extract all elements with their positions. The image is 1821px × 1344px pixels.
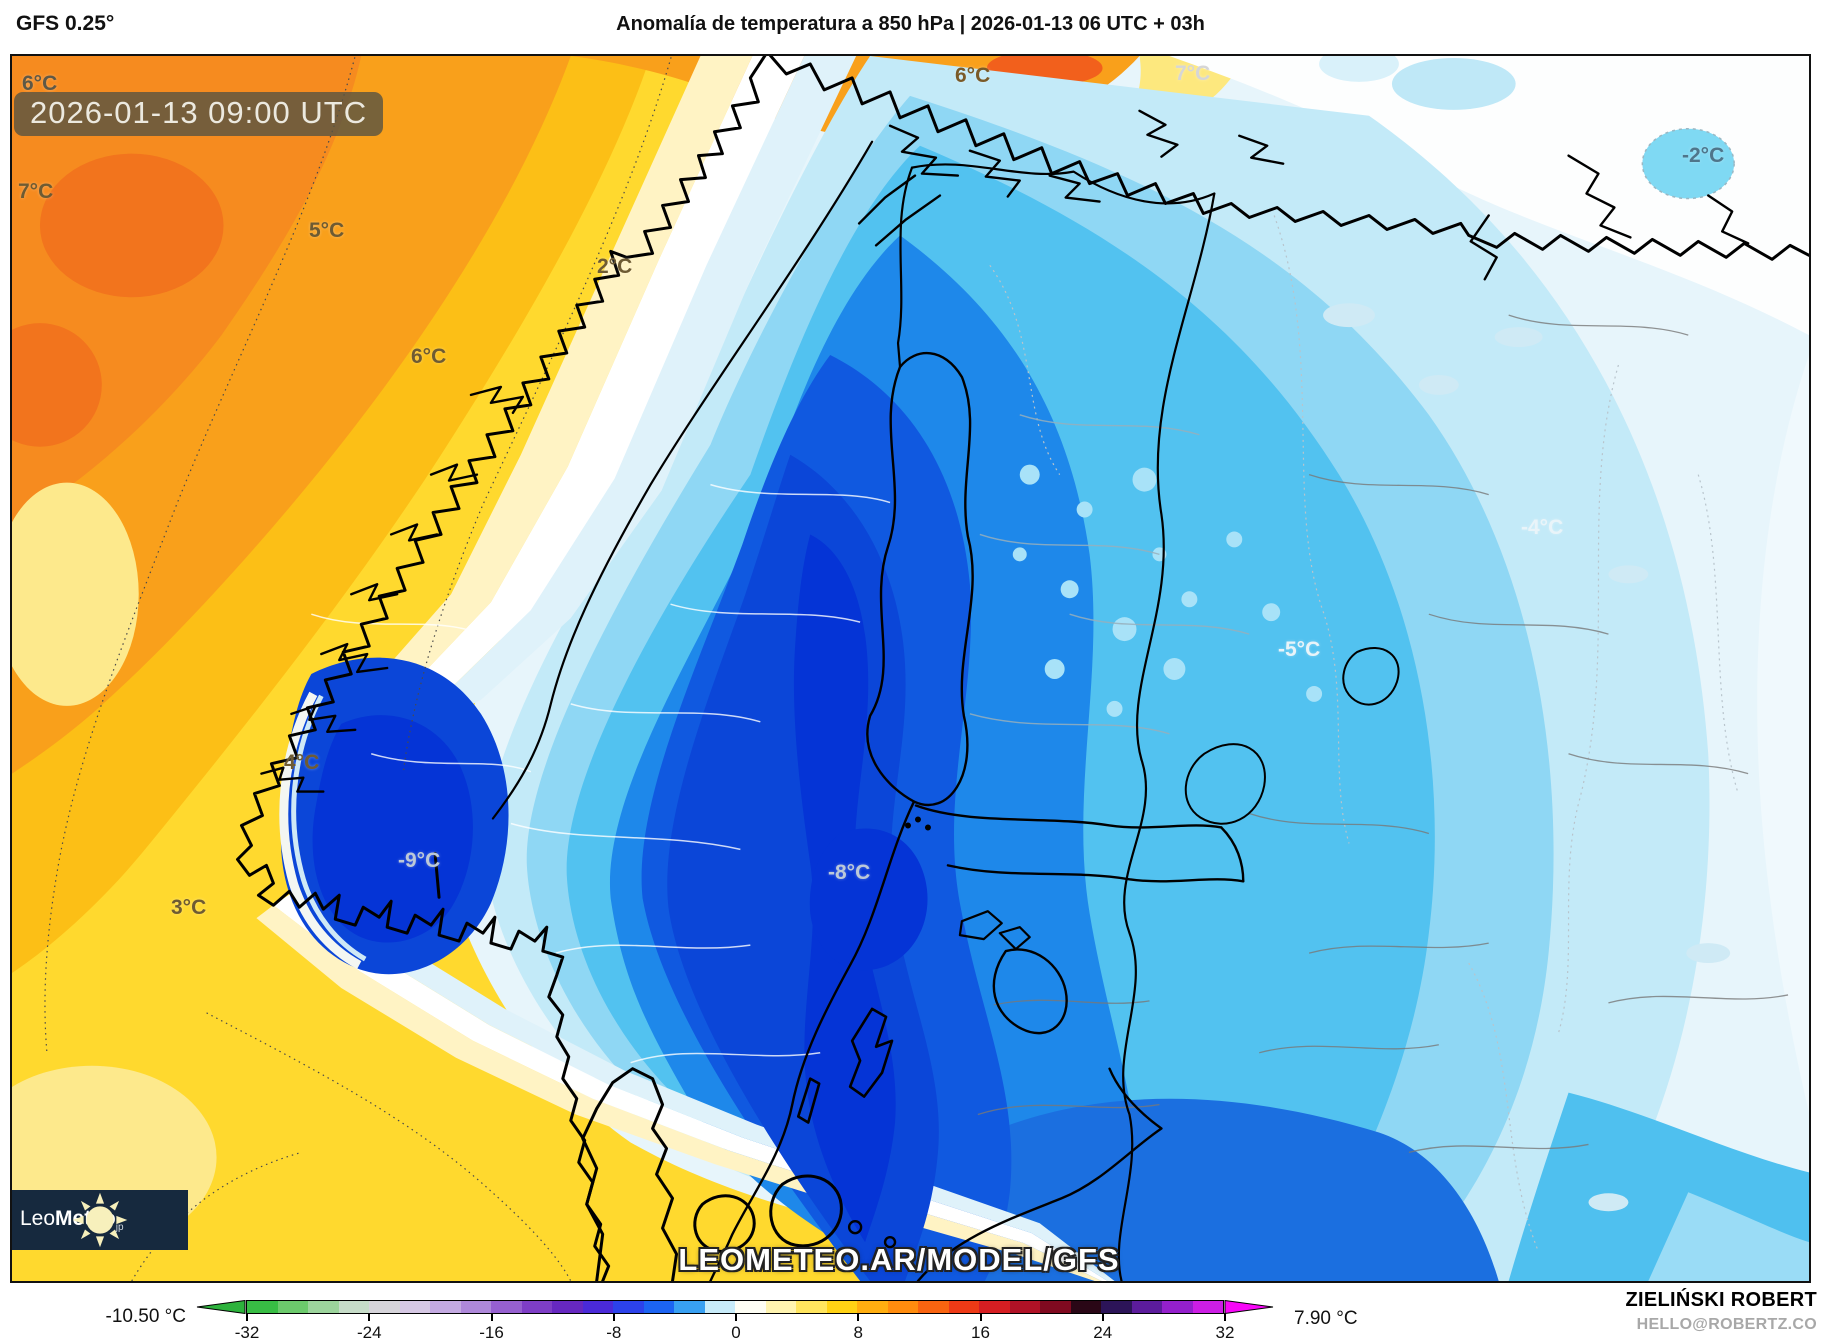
colorbar-segment [552, 1301, 583, 1313]
colorbar [196, 1300, 1274, 1314]
model-label: GFS 0.25° [16, 12, 115, 35]
colorbar-segment [1192, 1301, 1223, 1313]
colorbar-segment [399, 1301, 430, 1313]
colorbar-segment [369, 1301, 400, 1313]
sun-icon [72, 1192, 128, 1248]
colorbar-segment [948, 1301, 979, 1313]
colorbar-segment [765, 1301, 796, 1313]
colorbar-segment [674, 1301, 705, 1313]
colorbar-segment [582, 1301, 613, 1313]
colorbar-segment [1040, 1301, 1071, 1313]
colorbar-min-label: -10.50 °C [105, 1306, 186, 1327]
watermark: LEOMETEO.AR/MODEL/GFS [678, 1242, 1120, 1277]
leometeo-logo: LeoMeteojp [12, 1190, 188, 1250]
colorbar-segment [735, 1301, 766, 1313]
colorbar-segment [430, 1301, 461, 1313]
map-art [12, 56, 1809, 1281]
colorbar-right-arrow-icon [1224, 1300, 1274, 1314]
colorbar-segment [1162, 1301, 1193, 1313]
colorbar-segment [796, 1301, 827, 1313]
colorbar-segment [338, 1301, 369, 1313]
colorbar-segment [887, 1301, 918, 1313]
colorbar-segment [643, 1301, 674, 1313]
colorbar-segment [704, 1301, 735, 1313]
colorbar-segment [521, 1301, 552, 1313]
colorbar-segment [1101, 1301, 1132, 1313]
page-title: Anomalía de temperatura a 850 hPa | 2026… [616, 13, 1205, 35]
colorbar-segment [1009, 1301, 1040, 1313]
credit-author: ZIELIŃSKI ROBERT [1625, 1289, 1817, 1311]
timestamp-badge: 2026-01-13 09:00 UTC [14, 92, 384, 136]
colorbar-segment [491, 1301, 522, 1313]
colorbar-segment [247, 1301, 278, 1313]
colorbar-segment [857, 1301, 888, 1313]
weather-map: 2026-01-13 09:00 UTC LEOMETEO.AR/MODEL/G… [10, 54, 1811, 1283]
colorbar-segment [979, 1301, 1010, 1313]
colorbar-segment [613, 1301, 644, 1313]
colorbar-segment [826, 1301, 857, 1313]
colorbar-max-label: 7.90 °C [1294, 1308, 1358, 1329]
colorbar-segment [1070, 1301, 1101, 1313]
credit-contact: HELLO@ROBERTZ.CO [1636, 1316, 1817, 1333]
colorbar-segment [308, 1301, 339, 1313]
colorbar-segment [460, 1301, 491, 1313]
colorbar-segment [277, 1301, 308, 1313]
colorbar-gradient [246, 1300, 1224, 1314]
colorbar-ticks: -32 -24 -16 -8 0 8 16 24 32 [235, 1300, 1234, 1344]
colorbar-segment [1131, 1301, 1162, 1313]
colorbar-left-arrow-icon [196, 1300, 246, 1314]
colorbar-segment [918, 1301, 949, 1313]
